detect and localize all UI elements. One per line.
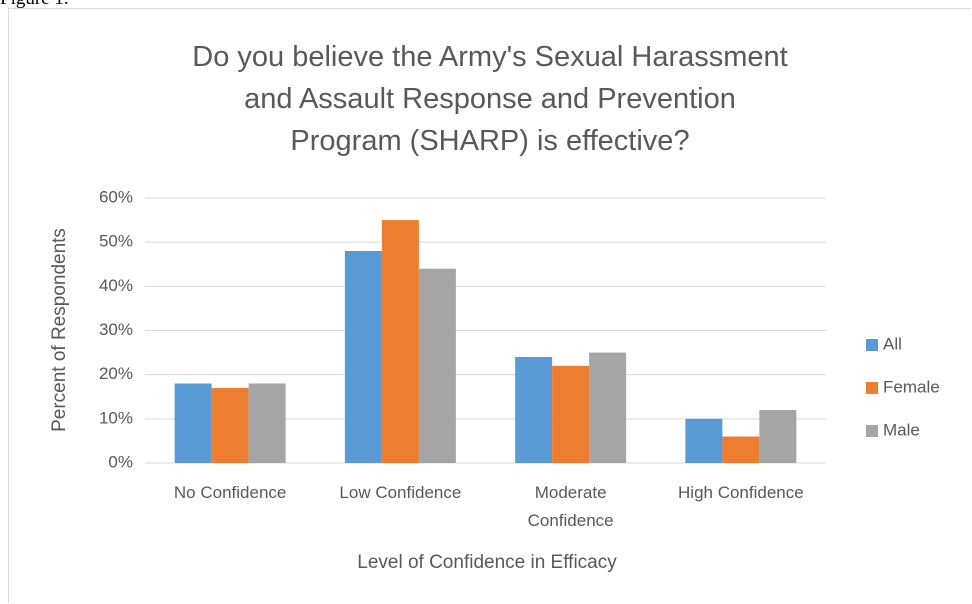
x-tick-label: Low Confidence <box>339 483 462 502</box>
y-tick-label: 10% <box>99 408 133 427</box>
bar <box>344 251 382 463</box>
bar <box>515 357 553 463</box>
bar <box>211 387 249 463</box>
bar <box>248 383 286 463</box>
x-axis-label: Level of Confidence in Efficacy <box>357 552 617 573</box>
bar <box>381 220 419 463</box>
y-tick-label: 20% <box>99 364 133 383</box>
bar <box>552 365 590 463</box>
legend-label: Male <box>883 420 920 439</box>
legend-swatch <box>866 425 878 437</box>
chart-frame <box>8 8 971 603</box>
y-tick-label: 0% <box>108 452 133 471</box>
chart-title: Do you believe the Army's Sexual Harassm… <box>192 41 788 157</box>
y-axis-label: Percent of Respondents <box>49 228 70 432</box>
bar <box>759 410 797 463</box>
legend-swatch <box>866 339 878 351</box>
y-tick-label: 40% <box>99 276 133 295</box>
legend-label: Female <box>883 377 940 396</box>
y-tick-label: 50% <box>99 232 133 251</box>
caption: Figure 1. <box>0 0 69 10</box>
bar <box>589 352 627 463</box>
y-tick-label: 30% <box>99 320 133 339</box>
x-tick-label: Moderate Confidence <box>527 483 614 530</box>
y-tick-label: 60% <box>99 187 133 206</box>
bar <box>722 436 760 463</box>
bar <box>174 383 212 463</box>
legend-swatch <box>866 382 878 394</box>
bar <box>685 418 723 463</box>
x-tick-label: No Confidence <box>173 483 287 502</box>
x-tick-label: High Confidence <box>678 483 804 502</box>
bar <box>418 268 456 463</box>
legend-label: All <box>883 334 902 353</box>
